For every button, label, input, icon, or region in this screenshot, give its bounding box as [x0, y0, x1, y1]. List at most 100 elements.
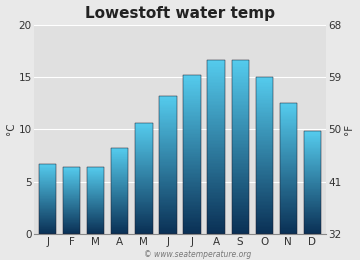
- Bar: [159, 134, 177, 135]
- Bar: [87, 210, 104, 211]
- Bar: [159, 187, 177, 188]
- Bar: [159, 114, 177, 115]
- Bar: [207, 160, 225, 161]
- Bar: [256, 189, 273, 191]
- Bar: [183, 205, 201, 206]
- Bar: [159, 225, 177, 226]
- Bar: [183, 214, 201, 215]
- Bar: [280, 207, 297, 208]
- Bar: [111, 229, 129, 230]
- Bar: [135, 188, 153, 190]
- Bar: [183, 203, 201, 205]
- Bar: [280, 137, 297, 138]
- Bar: [256, 206, 273, 208]
- Bar: [183, 124, 201, 125]
- Title: Lowestoft water temp: Lowestoft water temp: [85, 5, 275, 21]
- Bar: [135, 221, 153, 222]
- Bar: [304, 137, 321, 138]
- Bar: [39, 195, 56, 196]
- Bar: [39, 176, 56, 177]
- Bar: [280, 128, 297, 129]
- Bar: [280, 129, 297, 130]
- Bar: [183, 141, 201, 142]
- Bar: [256, 229, 273, 230]
- Bar: [280, 114, 297, 115]
- Bar: [304, 214, 321, 215]
- Bar: [231, 60, 249, 234]
- Bar: [207, 174, 225, 176]
- Bar: [304, 165, 321, 166]
- Bar: [63, 209, 80, 210]
- Bar: [256, 124, 273, 125]
- Bar: [135, 149, 153, 150]
- Bar: [63, 199, 80, 200]
- Bar: [135, 204, 153, 205]
- Bar: [135, 179, 153, 180]
- Bar: [111, 199, 129, 200]
- Bar: [280, 103, 297, 104]
- Bar: [39, 201, 56, 202]
- Bar: [280, 117, 297, 118]
- Bar: [159, 158, 177, 159]
- Bar: [39, 223, 56, 224]
- Bar: [231, 118, 249, 119]
- Bar: [207, 183, 225, 185]
- Bar: [207, 60, 225, 62]
- Bar: [304, 233, 321, 234]
- Bar: [256, 96, 273, 98]
- Bar: [39, 166, 56, 167]
- Bar: [183, 191, 201, 193]
- Bar: [39, 169, 56, 170]
- Bar: [256, 210, 273, 212]
- Bar: [111, 227, 129, 228]
- Bar: [231, 63, 249, 64]
- Bar: [111, 207, 129, 208]
- Bar: [231, 232, 249, 234]
- Bar: [39, 211, 56, 212]
- Y-axis label: °C: °C: [5, 123, 15, 135]
- Bar: [111, 185, 129, 186]
- Bar: [135, 156, 153, 157]
- Bar: [280, 170, 297, 171]
- Bar: [280, 125, 297, 126]
- Bar: [159, 198, 177, 199]
- Bar: [207, 159, 225, 160]
- Bar: [111, 164, 129, 165]
- Bar: [256, 128, 273, 129]
- Bar: [231, 209, 249, 211]
- Bar: [256, 187, 273, 188]
- Bar: [159, 232, 177, 233]
- Bar: [39, 192, 56, 193]
- Bar: [63, 212, 80, 213]
- Bar: [280, 161, 297, 162]
- Bar: [304, 183, 321, 184]
- Bar: [63, 191, 80, 192]
- Bar: [231, 177, 249, 179]
- Bar: [304, 168, 321, 169]
- Bar: [135, 174, 153, 175]
- Bar: [256, 153, 273, 154]
- Bar: [304, 155, 321, 156]
- Bar: [183, 162, 201, 164]
- Bar: [159, 138, 177, 139]
- Bar: [256, 158, 273, 159]
- Bar: [231, 173, 249, 174]
- Bar: [39, 191, 56, 192]
- Bar: [87, 170, 104, 171]
- Bar: [207, 83, 225, 85]
- Bar: [111, 224, 129, 225]
- Bar: [135, 126, 153, 127]
- Bar: [87, 177, 104, 178]
- Bar: [159, 166, 177, 167]
- Bar: [135, 229, 153, 230]
- Bar: [159, 109, 177, 111]
- Bar: [87, 227, 104, 228]
- Bar: [280, 140, 297, 141]
- Bar: [280, 208, 297, 209]
- Bar: [159, 222, 177, 224]
- Bar: [63, 194, 80, 195]
- Bar: [256, 174, 273, 175]
- Bar: [159, 218, 177, 219]
- Bar: [111, 218, 129, 219]
- Bar: [87, 219, 104, 220]
